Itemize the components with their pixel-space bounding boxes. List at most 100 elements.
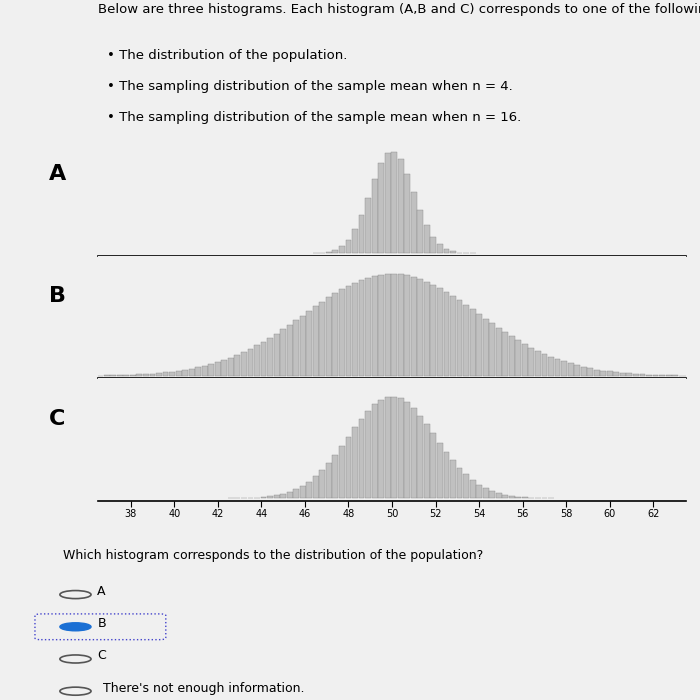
Bar bbox=[378, 400, 384, 498]
Bar bbox=[195, 368, 201, 376]
Bar bbox=[267, 496, 273, 498]
Bar bbox=[548, 357, 554, 376]
Bar bbox=[307, 482, 312, 498]
Bar bbox=[287, 325, 293, 376]
Bar bbox=[503, 332, 508, 376]
Bar bbox=[424, 281, 430, 376]
Bar bbox=[358, 215, 365, 253]
Bar bbox=[574, 365, 580, 376]
Bar bbox=[489, 491, 495, 498]
Bar bbox=[234, 355, 240, 376]
Bar bbox=[391, 152, 397, 253]
Bar bbox=[189, 369, 195, 376]
Bar bbox=[150, 374, 155, 376]
Bar bbox=[117, 375, 122, 376]
Bar bbox=[332, 454, 338, 498]
Bar bbox=[554, 359, 561, 376]
Bar bbox=[522, 344, 528, 376]
Bar bbox=[378, 274, 384, 376]
Bar bbox=[319, 470, 326, 498]
Bar bbox=[339, 446, 345, 498]
Bar bbox=[307, 311, 312, 376]
Text: B: B bbox=[49, 286, 66, 306]
Bar bbox=[326, 298, 332, 376]
Text: Below are three histograms. Each histogram (A,B and C) corresponds to one of the: Below are three histograms. Each histogr… bbox=[98, 4, 700, 17]
Bar bbox=[287, 492, 293, 498]
Bar bbox=[398, 274, 404, 376]
Bar bbox=[646, 374, 652, 376]
Bar bbox=[300, 316, 306, 376]
Bar bbox=[385, 153, 391, 253]
Bar bbox=[417, 209, 424, 253]
Bar bbox=[581, 367, 587, 376]
Bar bbox=[470, 480, 475, 498]
Bar bbox=[542, 354, 547, 376]
Bar bbox=[405, 174, 410, 253]
Bar bbox=[450, 251, 456, 253]
Bar bbox=[136, 374, 142, 376]
Bar bbox=[607, 372, 612, 376]
Bar bbox=[444, 249, 449, 253]
Bar bbox=[496, 328, 502, 376]
Bar bbox=[515, 340, 522, 376]
Bar bbox=[280, 329, 286, 376]
Bar bbox=[169, 372, 175, 376]
Bar bbox=[313, 477, 319, 498]
Bar bbox=[398, 159, 404, 253]
Bar bbox=[601, 370, 606, 376]
Bar bbox=[346, 437, 351, 498]
Bar bbox=[652, 375, 659, 376]
Bar bbox=[274, 496, 279, 498]
Bar bbox=[332, 293, 338, 376]
Bar bbox=[358, 280, 365, 376]
Bar bbox=[470, 309, 475, 376]
Bar bbox=[437, 244, 443, 253]
Bar bbox=[254, 345, 260, 376]
Bar bbox=[130, 374, 136, 376]
Bar bbox=[162, 372, 169, 376]
Bar bbox=[156, 373, 162, 376]
Bar bbox=[378, 163, 384, 253]
Bar bbox=[450, 460, 456, 498]
Bar bbox=[411, 408, 416, 498]
Bar bbox=[587, 368, 593, 376]
Bar bbox=[561, 361, 567, 376]
Circle shape bbox=[60, 623, 91, 631]
Bar bbox=[293, 489, 299, 498]
Bar bbox=[385, 274, 391, 376]
Bar bbox=[260, 342, 267, 376]
Text: B: B bbox=[97, 617, 106, 630]
Bar bbox=[417, 416, 424, 498]
Bar bbox=[267, 337, 273, 376]
Bar bbox=[176, 371, 181, 376]
Bar bbox=[346, 286, 351, 376]
Bar bbox=[300, 486, 306, 498]
Bar bbox=[509, 336, 514, 376]
Bar bbox=[123, 375, 130, 376]
Bar bbox=[274, 333, 279, 376]
Bar bbox=[411, 192, 416, 253]
Text: • The sampling distribution of the sample mean when n = 4.: • The sampling distribution of the sampl… bbox=[107, 80, 512, 92]
Bar bbox=[430, 285, 436, 376]
Bar bbox=[319, 302, 326, 376]
Bar bbox=[528, 348, 534, 376]
Bar bbox=[248, 349, 253, 376]
Bar bbox=[509, 496, 514, 498]
Bar bbox=[515, 497, 522, 498]
Bar bbox=[202, 366, 208, 376]
Bar bbox=[424, 424, 430, 498]
Bar bbox=[280, 494, 286, 498]
Bar bbox=[326, 252, 332, 253]
Bar bbox=[372, 404, 377, 498]
Bar bbox=[424, 225, 430, 253]
Bar bbox=[444, 292, 449, 376]
Bar bbox=[620, 373, 626, 376]
Bar bbox=[346, 239, 351, 253]
Bar bbox=[398, 398, 404, 498]
Bar bbox=[496, 494, 502, 498]
Bar bbox=[430, 433, 436, 498]
Text: Which histogram corresponds to the distribution of the population?: Which histogram corresponds to the distr… bbox=[63, 550, 483, 563]
Bar bbox=[626, 374, 632, 376]
Bar bbox=[260, 497, 267, 498]
Bar bbox=[430, 237, 436, 253]
